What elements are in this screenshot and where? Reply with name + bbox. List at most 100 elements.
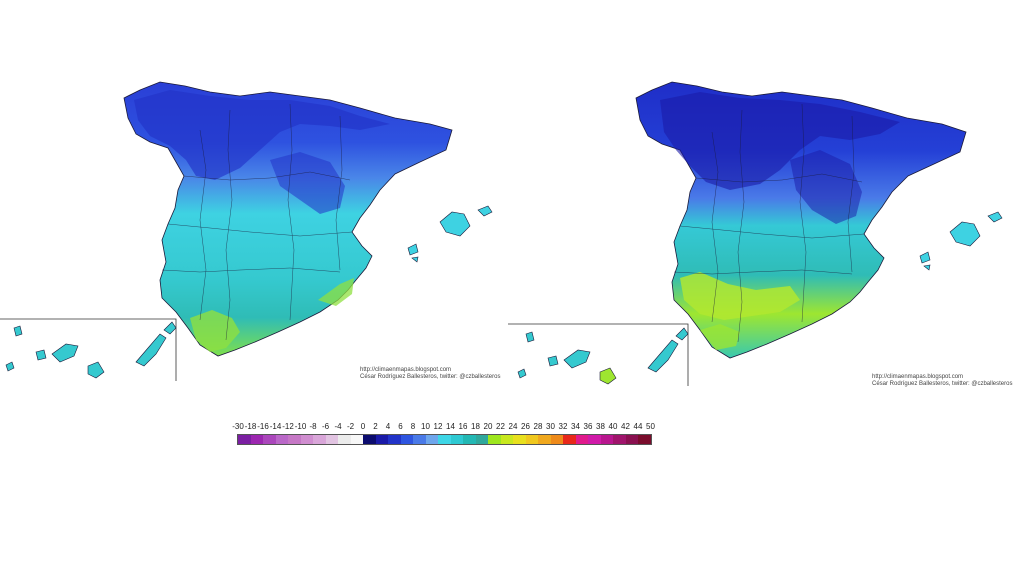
legend-swatch xyxy=(588,435,601,444)
legend-swatch xyxy=(400,435,413,444)
legend-swatch xyxy=(475,435,488,444)
left-temperature-map xyxy=(0,81,493,381)
legend-tick-label: 20 xyxy=(483,422,493,431)
legend-tick-label: 42 xyxy=(621,422,630,431)
legend-tick-label: 8 xyxy=(410,422,416,431)
credit-url-left: http://climaenmapas.blogspot.com xyxy=(360,367,452,373)
legend-swatch xyxy=(425,435,438,444)
legend-swatch xyxy=(375,435,388,444)
legend-tick-label: 24 xyxy=(508,422,518,431)
legend-swatch xyxy=(388,435,401,444)
legend-tick-label: 2 xyxy=(373,422,378,431)
legend-tick-label: 40 xyxy=(608,422,618,431)
credit-author-right: César Rodríguez Ballesteros, twitter: @c… xyxy=(872,381,1013,387)
legend-tick-label: 34 xyxy=(571,422,580,431)
legend-swatch xyxy=(438,435,451,444)
legend-swatch xyxy=(300,435,313,444)
legend-tick-label: -12 xyxy=(282,422,294,431)
map-credit-right: http://climaenmapas.blogspot.com César R… xyxy=(872,374,1012,388)
legend-tick-label: 6 xyxy=(398,422,403,431)
canary-islands-left xyxy=(5,321,177,379)
balearic-ibiza-left xyxy=(407,243,419,256)
province-borders-left xyxy=(161,103,353,341)
legend-swatch xyxy=(363,435,376,444)
legend-tick-label: -2 xyxy=(346,422,355,431)
central-cold-region-left xyxy=(270,152,345,214)
legend-tick-label: 22 xyxy=(496,422,505,431)
balearic-mallorca-left xyxy=(439,211,471,237)
legend-swatch xyxy=(238,435,251,444)
balearic-mallorca-right xyxy=(949,221,981,247)
legend-tick-label: -16 xyxy=(257,422,269,431)
map-credit-left: http://climaenmapas.blogspot.com César R… xyxy=(360,367,500,381)
legend-tick-label: 50 xyxy=(646,422,655,431)
province-borders-right xyxy=(673,103,865,343)
right-temperature-map xyxy=(508,81,1003,386)
legend-swatch xyxy=(463,435,476,444)
legend-swatch xyxy=(538,435,551,444)
canary-islands-right xyxy=(517,327,689,385)
balearic-ibiza-right xyxy=(919,251,931,264)
legend-swatch xyxy=(525,435,538,444)
legend-tick-label: -4 xyxy=(334,422,342,431)
legend-swatch xyxy=(350,435,363,444)
legend-swatch xyxy=(288,435,301,444)
legend-tick-label: 14 xyxy=(446,422,455,431)
balearic-menorca-left xyxy=(477,205,493,217)
southeast-warm-region-left xyxy=(318,278,354,306)
north-cold-region-right xyxy=(660,92,900,190)
central-cold-region-right xyxy=(790,150,862,224)
canary-inset-frame-left xyxy=(0,318,177,381)
legend-tick-label: 4 xyxy=(385,422,391,431)
legend-tick-label: 36 xyxy=(583,422,593,431)
legend-tick-label: 10 xyxy=(421,422,430,431)
legend-swatch xyxy=(550,435,563,444)
southwest-warm-region-right xyxy=(700,324,740,350)
credit-author-left: César Rodríguez Ballesteros, twitter: @c… xyxy=(360,374,501,380)
legend-swatch xyxy=(275,435,288,444)
legend-labels: -30 -18 -16 -14 -12 -10 -8 -6 -4 -2 0 2 4 6 8 10 12 14 16 1… xyxy=(232,422,655,432)
legend-tick-label: 26 xyxy=(521,422,530,431)
legend-swatch xyxy=(513,435,526,444)
legend-swatch xyxy=(500,435,513,444)
legend-tick-label: 18 xyxy=(471,422,480,431)
legend-tick-label: 0 xyxy=(360,422,366,431)
canary-inset-frame-right xyxy=(508,323,689,386)
legend-tick-label: 16 xyxy=(458,422,468,431)
south-warm-region-left xyxy=(190,310,240,352)
legend-swatch xyxy=(325,435,338,444)
legend-tick-label: 12 xyxy=(433,422,443,431)
legend-swatch xyxy=(563,435,576,444)
legend-swatch xyxy=(638,435,651,444)
legend-tick-label: -18 xyxy=(244,422,257,431)
legend-tick-label: -14 xyxy=(269,422,282,431)
legend-swatch xyxy=(488,435,501,444)
legend-swatch xyxy=(413,435,426,444)
temperature-color-legend: -30 -18 -16 -14 -12 -10 -8 -6 -4 -2 0 2 4 6 8 10 12 14 16 1… xyxy=(232,422,655,445)
legend-swatch xyxy=(600,435,613,444)
balearic-menorca-right xyxy=(987,211,1003,223)
legend-tick-label: -10 xyxy=(294,422,307,431)
legend-tick-label: -30 xyxy=(232,422,244,431)
legend-swatch xyxy=(625,435,638,444)
legend-swatch xyxy=(575,435,588,444)
credit-url-right: http://climaenmapas.blogspot.com xyxy=(872,374,964,380)
legend-color-bar xyxy=(237,434,652,445)
legend-swatch xyxy=(250,435,263,444)
legend-tick-label: -6 xyxy=(321,422,330,431)
legend-tick-label: 44 xyxy=(633,422,643,431)
legend-swatch xyxy=(338,435,351,444)
north-cold-region-left xyxy=(134,90,390,180)
legend-swatch xyxy=(450,435,463,444)
legend-tick-label: 38 xyxy=(596,422,605,431)
legend-tick-label: -8 xyxy=(309,422,317,431)
legend-swatch xyxy=(613,435,626,444)
guadalquivir-warm-region-right xyxy=(680,272,800,320)
legend-tick-label: 28 xyxy=(533,422,543,431)
legend-swatch xyxy=(313,435,326,444)
legend-swatch xyxy=(263,435,276,444)
balearic-formentera-left xyxy=(411,256,419,263)
balearic-formentera-right xyxy=(923,264,931,271)
legend-tick-label: 32 xyxy=(558,422,568,431)
